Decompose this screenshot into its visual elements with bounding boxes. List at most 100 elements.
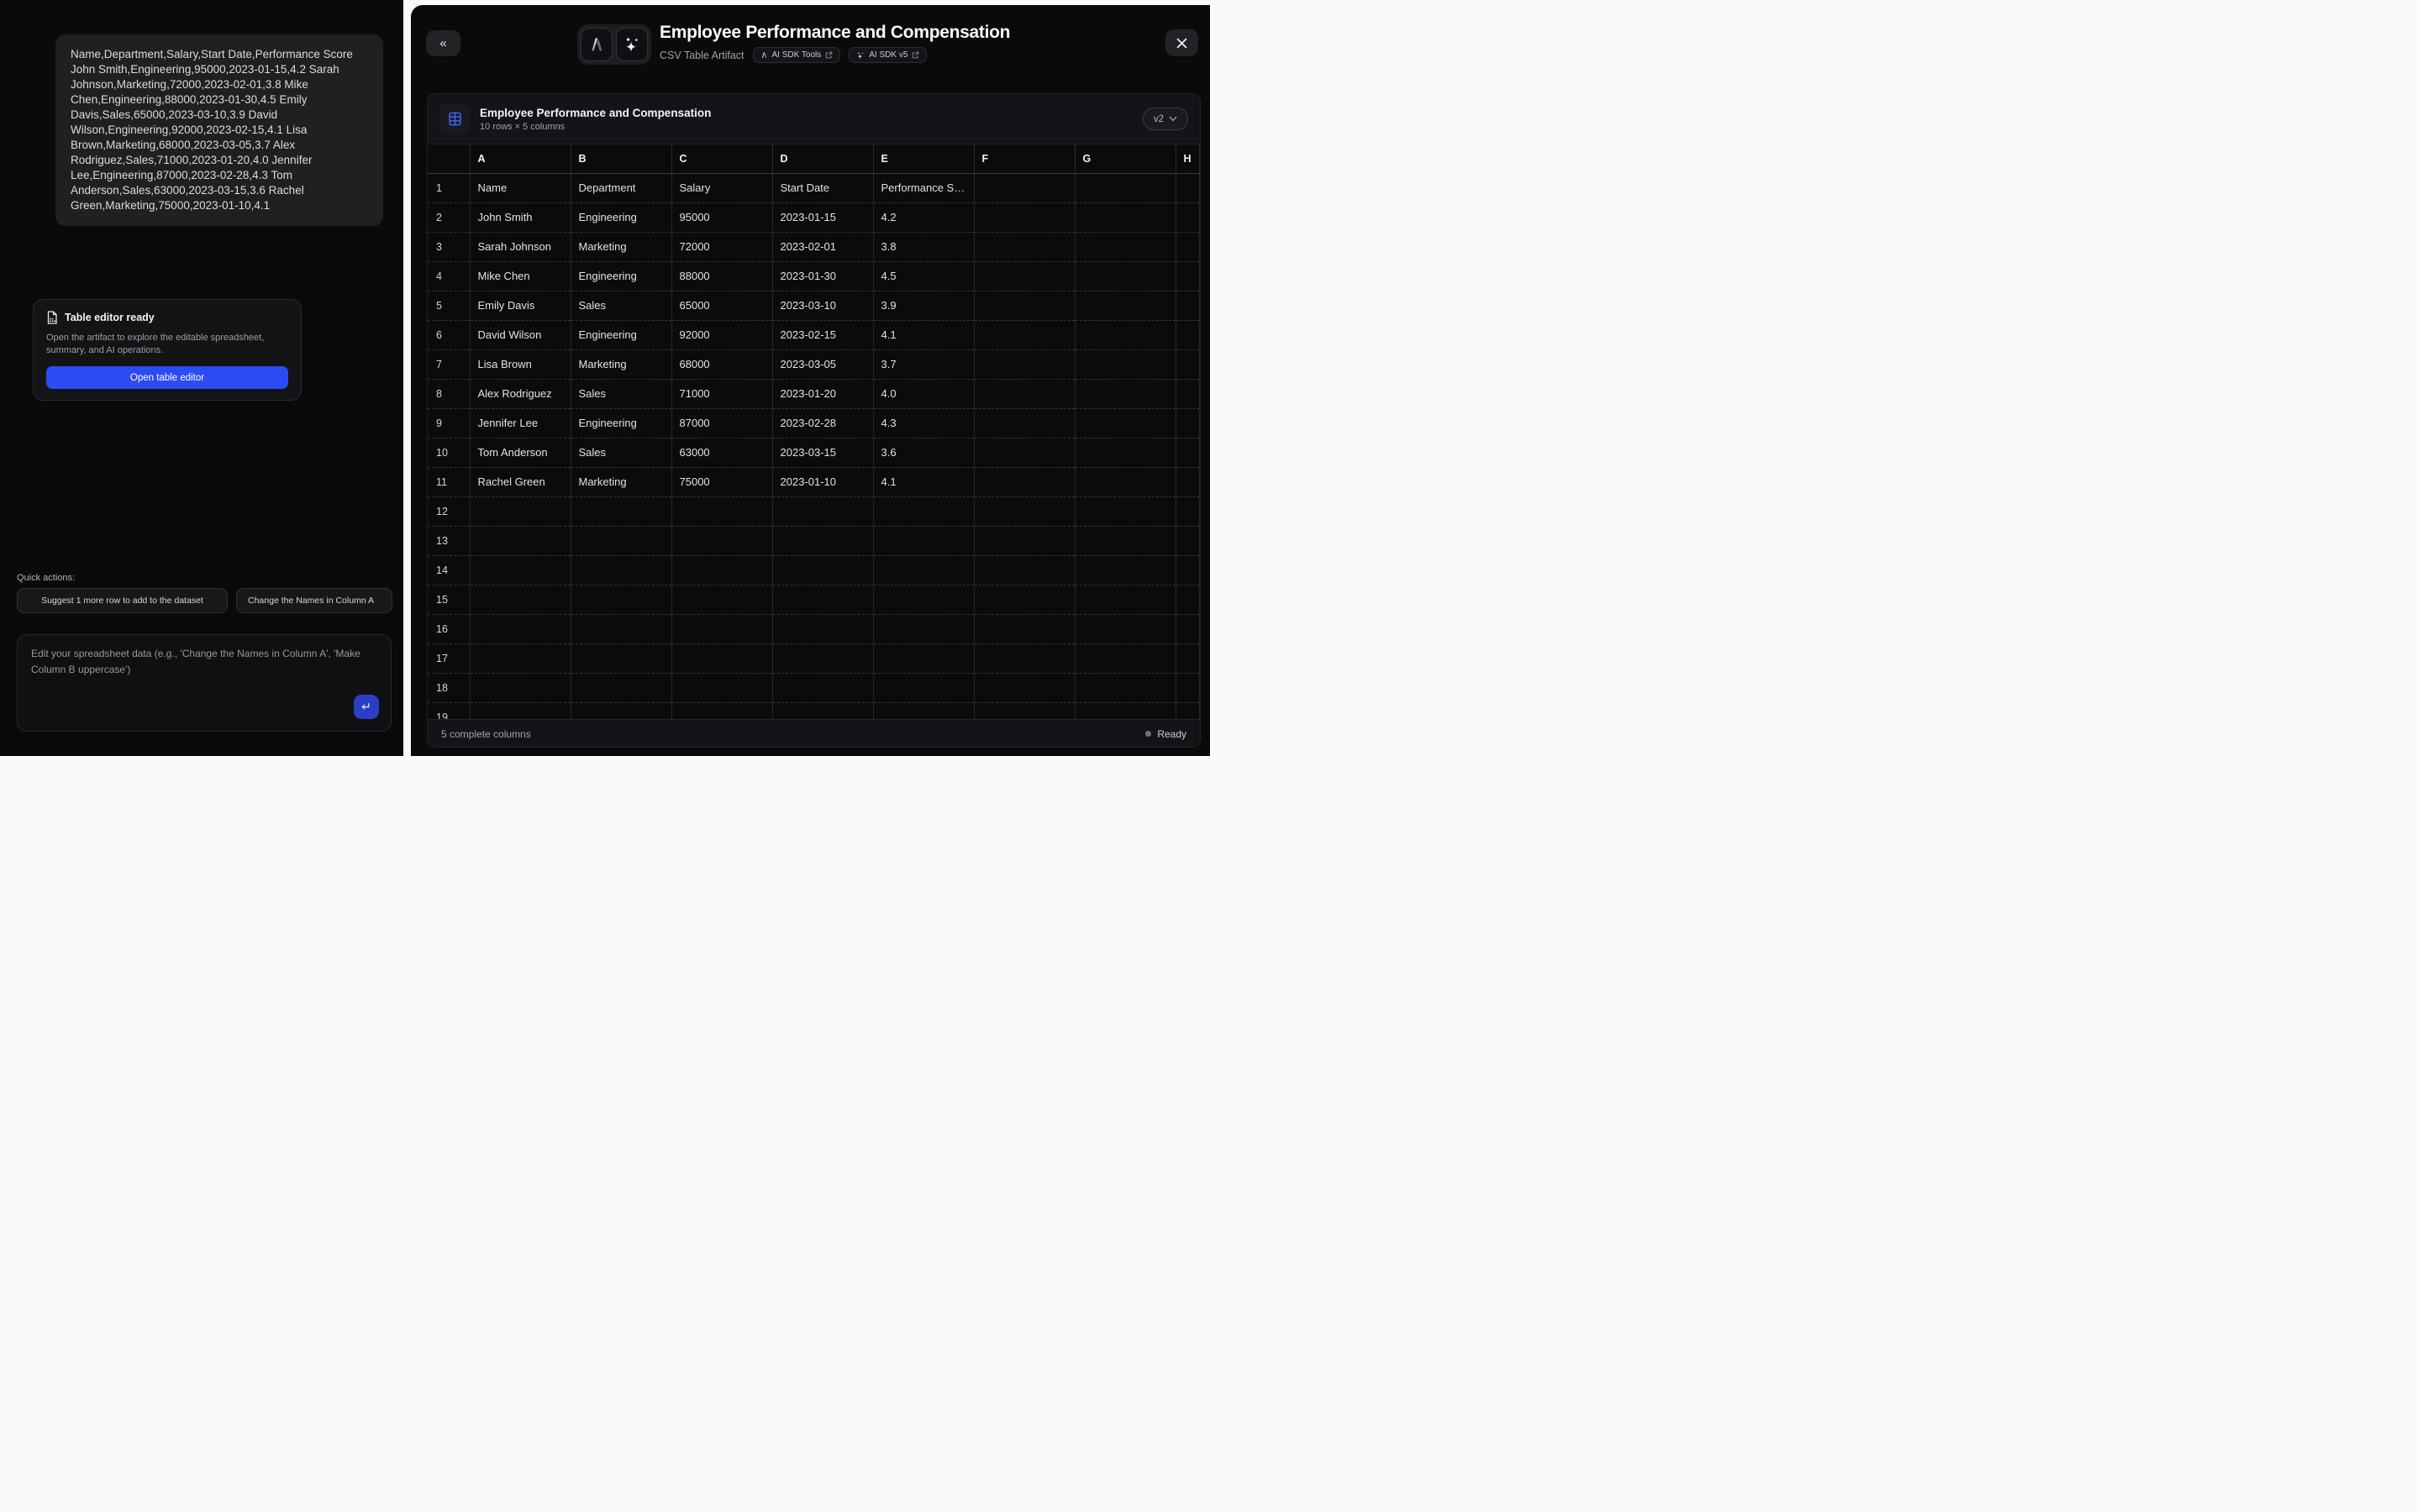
cell-G7[interactable] xyxy=(1075,349,1176,380)
cell-G16[interactable] xyxy=(1075,614,1176,644)
cell-B7[interactable]: Marketing xyxy=(571,349,672,380)
cell-F1[interactable] xyxy=(974,173,1076,203)
cell-D13[interactable] xyxy=(772,526,874,556)
cell-E11[interactable]: 4.1 xyxy=(873,467,975,497)
cell-F11[interactable] xyxy=(974,467,1076,497)
cell-D16[interactable] xyxy=(772,614,874,644)
column-header-E[interactable]: E xyxy=(873,144,975,174)
cell-D8[interactable]: 2023-01-20 xyxy=(772,379,874,409)
cell-F17[interactable] xyxy=(974,643,1076,674)
cell-A13[interactable] xyxy=(470,526,571,556)
cell-D4[interactable]: 2023-01-30 xyxy=(772,261,874,291)
cell-H2[interactable] xyxy=(1176,202,1200,233)
row-number-12[interactable]: 12 xyxy=(428,496,471,527)
cell-A17[interactable] xyxy=(470,643,571,674)
send-button[interactable]: ↵ xyxy=(354,695,379,719)
cell-C5[interactable]: 65000 xyxy=(671,291,773,321)
cell-D1[interactable]: Start Date xyxy=(772,173,874,203)
cell-C13[interactable] xyxy=(671,526,773,556)
open-table-editor-button[interactable]: Open table editor xyxy=(46,366,288,389)
cell-H1[interactable] xyxy=(1176,173,1200,203)
column-header-G[interactable]: G xyxy=(1075,144,1176,174)
cell-B3[interactable]: Marketing xyxy=(571,232,672,262)
cell-F15[interactable] xyxy=(974,585,1076,615)
cell-D10[interactable]: 2023-03-15 xyxy=(772,438,874,468)
cell-G11[interactable] xyxy=(1075,467,1176,497)
cell-B5[interactable]: Sales xyxy=(571,291,672,321)
cell-A16[interactable] xyxy=(470,614,571,644)
cell-B8[interactable]: Sales xyxy=(571,379,672,409)
cell-B10[interactable]: Sales xyxy=(571,438,672,468)
cell-D2[interactable]: 2023-01-15 xyxy=(772,202,874,233)
cell-G13[interactable] xyxy=(1075,526,1176,556)
cell-A11[interactable]: Rachel Green xyxy=(470,467,571,497)
cell-H17[interactable] xyxy=(1176,643,1200,674)
cell-H11[interactable] xyxy=(1176,467,1200,497)
cell-B2[interactable]: Engineering xyxy=(571,202,672,233)
cell-E3[interactable]: 3.8 xyxy=(873,232,975,262)
badge-ai-sdk-v5[interactable]: AI SDK v5 xyxy=(849,47,928,63)
cell-C8[interactable]: 71000 xyxy=(671,379,773,409)
cell-C1[interactable]: Salary xyxy=(671,173,773,203)
cell-C9[interactable]: 87000 xyxy=(671,408,773,438)
cell-A19[interactable] xyxy=(470,702,571,719)
row-number-3[interactable]: 3 xyxy=(428,232,471,262)
row-number-1[interactable]: 1 xyxy=(428,173,471,203)
row-number-16[interactable]: 16 xyxy=(428,614,471,644)
cell-F12[interactable] xyxy=(974,496,1076,527)
cell-C3[interactable]: 72000 xyxy=(671,232,773,262)
cell-F4[interactable] xyxy=(974,261,1076,291)
cell-C19[interactable] xyxy=(671,702,773,719)
cell-D18[interactable] xyxy=(772,673,874,703)
cell-F5[interactable] xyxy=(974,291,1076,321)
cell-B13[interactable] xyxy=(571,526,672,556)
cell-A9[interactable]: Jennifer Lee xyxy=(470,408,571,438)
cell-H10[interactable] xyxy=(1176,438,1200,468)
cell-A8[interactable]: Alex Rodriguez xyxy=(470,379,571,409)
cell-D9[interactable]: 2023-02-28 xyxy=(772,408,874,438)
cell-C11[interactable]: 75000 xyxy=(671,467,773,497)
row-number-17[interactable]: 17 xyxy=(428,643,471,674)
cell-H5[interactable] xyxy=(1176,291,1200,321)
cell-A4[interactable]: Mike Chen xyxy=(470,261,571,291)
column-header-H[interactable]: H xyxy=(1176,144,1200,174)
cell-F19[interactable] xyxy=(974,702,1076,719)
cell-G19[interactable] xyxy=(1075,702,1176,719)
cell-G8[interactable] xyxy=(1075,379,1176,409)
row-number-10[interactable]: 10 xyxy=(428,438,471,468)
cell-E6[interactable]: 4.1 xyxy=(873,320,975,350)
row-number-15[interactable]: 15 xyxy=(428,585,471,615)
cell-B19[interactable] xyxy=(571,702,672,719)
cell-G5[interactable] xyxy=(1075,291,1176,321)
row-number-9[interactable]: 9 xyxy=(428,408,471,438)
cell-E8[interactable]: 4.0 xyxy=(873,379,975,409)
row-number-8[interactable]: 8 xyxy=(428,379,471,409)
row-number-11[interactable]: 11 xyxy=(428,467,471,497)
cell-F16[interactable] xyxy=(974,614,1076,644)
cell-E10[interactable]: 3.6 xyxy=(873,438,975,468)
cell-G17[interactable] xyxy=(1075,643,1176,674)
cell-A18[interactable] xyxy=(470,673,571,703)
cell-E19[interactable] xyxy=(873,702,975,719)
cell-C12[interactable] xyxy=(671,496,773,527)
cell-C10[interactable]: 63000 xyxy=(671,438,773,468)
cell-C6[interactable]: 92000 xyxy=(671,320,773,350)
cell-G15[interactable] xyxy=(1075,585,1176,615)
cell-A5[interactable]: Emily Davis xyxy=(470,291,571,321)
cell-H6[interactable] xyxy=(1176,320,1200,350)
cell-D3[interactable]: 2023-02-01 xyxy=(772,232,874,262)
cell-H12[interactable] xyxy=(1176,496,1200,527)
cell-C2[interactable]: 95000 xyxy=(671,202,773,233)
cell-F14[interactable] xyxy=(974,555,1076,585)
cell-A7[interactable]: Lisa Brown xyxy=(470,349,571,380)
row-number-14[interactable]: 14 xyxy=(428,555,471,585)
close-artifact-button[interactable] xyxy=(1165,29,1198,56)
cell-H19[interactable] xyxy=(1176,702,1200,719)
cell-G6[interactable] xyxy=(1075,320,1176,350)
cell-H8[interactable] xyxy=(1176,379,1200,409)
cell-G2[interactable] xyxy=(1075,202,1176,233)
cell-E17[interactable] xyxy=(873,643,975,674)
cell-F7[interactable] xyxy=(974,349,1076,380)
row-number-7[interactable]: 7 xyxy=(428,349,471,380)
cell-B12[interactable] xyxy=(571,496,672,527)
